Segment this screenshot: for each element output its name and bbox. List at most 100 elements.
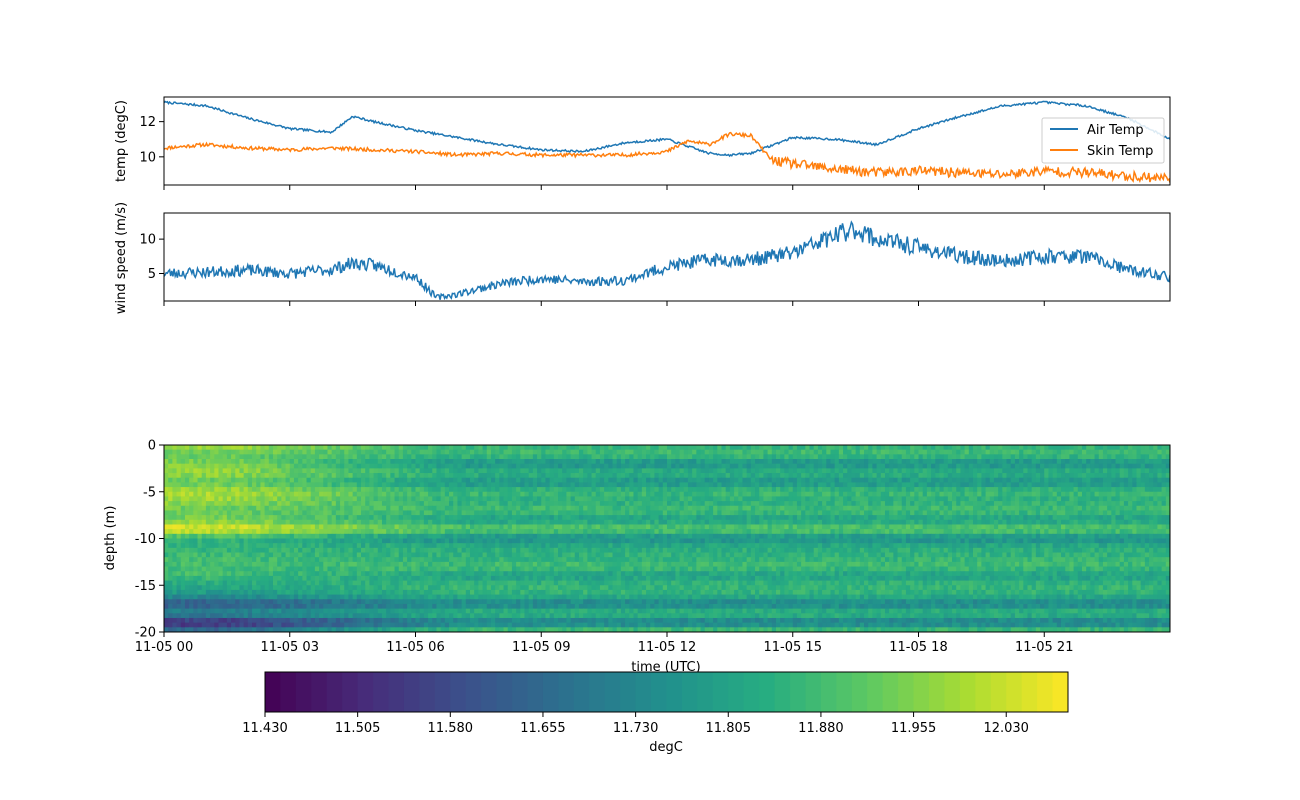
heatmap-cell <box>989 449 995 455</box>
heatmap-cell <box>625 505 630 512</box>
heatmap-cell <box>1157 529 1163 535</box>
heatmap-cell <box>1023 454 1029 460</box>
heatmap-cell <box>847 487 853 493</box>
heatmap-cell <box>205 533 211 540</box>
heatmap-cell <box>1069 515 1075 521</box>
heatmap-cell <box>1052 454 1058 460</box>
heatmap-cell <box>440 510 446 516</box>
heatmap-cell <box>474 515 479 521</box>
heatmap-cell <box>1023 524 1029 530</box>
heatmap-cell <box>264 510 270 516</box>
heatmap-cell <box>780 477 785 483</box>
heatmap-cell <box>972 505 978 512</box>
heatmap-cell <box>373 454 379 460</box>
heatmap-cell <box>922 459 928 465</box>
heatmap-cell <box>1048 454 1054 460</box>
heatmap-cell <box>260 459 266 465</box>
heatmap-cell <box>629 501 635 507</box>
heatmap-cell <box>708 529 714 535</box>
heatmap-cell <box>1027 473 1033 479</box>
heatmap-cell <box>637 491 643 498</box>
heatmap-cell <box>721 510 727 516</box>
heatmap-cell <box>1052 496 1058 502</box>
heatmap-cell <box>750 463 756 469</box>
heatmap-cell <box>369 519 375 526</box>
heatmap-cell <box>755 454 760 460</box>
heatmap-cell <box>524 449 530 455</box>
heatmap-cell <box>796 473 802 479</box>
heatmap-cell <box>440 496 446 502</box>
heatmap-cell <box>260 463 266 469</box>
heatmap-cell <box>520 487 526 493</box>
heatmap-cell <box>1065 510 1070 516</box>
heatmap-cell <box>457 473 463 479</box>
heatmap-cell <box>721 515 727 521</box>
heatmap-cell <box>348 454 354 460</box>
heatmap-cell <box>700 501 706 507</box>
heatmap-cell <box>256 491 262 498</box>
heatmap-cell <box>390 524 396 530</box>
heatmap-cell <box>407 538 412 544</box>
heatmap-cell <box>884 477 890 483</box>
heatmap-cell <box>566 515 572 521</box>
heatmap-cell <box>298 519 303 526</box>
heatmap-cell <box>1140 491 1146 498</box>
heatmap-cell <box>993 449 999 455</box>
heatmap-cell <box>775 468 781 474</box>
heatmap-cell <box>289 454 295 460</box>
heatmap-cell <box>1094 533 1100 540</box>
heatmap-cell <box>956 454 962 460</box>
heatmap-cell <box>771 459 777 465</box>
heatmap-cell <box>717 529 723 535</box>
heatmap-cell <box>495 519 500 526</box>
heatmap-cell <box>306 468 312 474</box>
heatmap-cell <box>1002 501 1008 507</box>
heatmap-cell <box>558 463 563 469</box>
heatmap-cell <box>989 459 995 465</box>
heatmap-cell <box>855 491 861 498</box>
heatmap-cell <box>771 445 777 451</box>
heatmap-cell <box>989 533 995 540</box>
heatmap-cell <box>692 505 697 512</box>
heatmap-cell <box>214 496 220 502</box>
heatmap-cell <box>646 496 651 502</box>
heatmap-cell <box>956 510 962 516</box>
heatmap-cell <box>784 515 790 521</box>
heatmap-cell <box>1002 519 1008 526</box>
heatmap-cell <box>704 459 710 465</box>
heatmap-cell <box>914 468 920 474</box>
heatmap-cell <box>239 515 245 521</box>
heatmap-cell <box>918 463 924 469</box>
heatmap-cell <box>880 515 886 521</box>
heatmap-cell <box>553 473 559 479</box>
heatmap-cell <box>528 473 534 479</box>
heatmap-cell <box>1040 445 1045 451</box>
heatmap-cell <box>620 468 626 474</box>
heatmap-cell <box>222 538 228 544</box>
heatmap-cell <box>503 454 509 460</box>
heatmap-cell <box>692 491 697 498</box>
heatmap-cell <box>1044 491 1050 498</box>
heatmap-cell <box>281 463 287 469</box>
heatmap-cell <box>952 445 957 451</box>
heatmap-cell <box>717 496 723 502</box>
heatmap-cell <box>335 463 341 469</box>
heatmap-cell <box>629 449 635 455</box>
heatmap-cell <box>884 482 890 488</box>
heatmap-cell <box>1040 487 1045 493</box>
heatmap-cell <box>759 482 765 488</box>
heatmap-cell <box>419 510 425 516</box>
heatmap-cell <box>641 524 647 530</box>
heatmap-cell <box>1098 519 1104 526</box>
heatmap-cell <box>889 463 894 469</box>
heatmap-cell <box>700 477 706 483</box>
heatmap-cell <box>595 477 601 483</box>
heatmap-cell <box>637 449 643 455</box>
heatmap-cell <box>574 473 580 479</box>
heatmap-cell <box>566 501 572 507</box>
heatmap-cell <box>361 482 366 488</box>
heatmap-cell <box>1098 477 1104 483</box>
heatmap-cell <box>884 468 890 474</box>
heatmap-cell <box>796 468 802 474</box>
heatmap-cell <box>314 454 320 460</box>
